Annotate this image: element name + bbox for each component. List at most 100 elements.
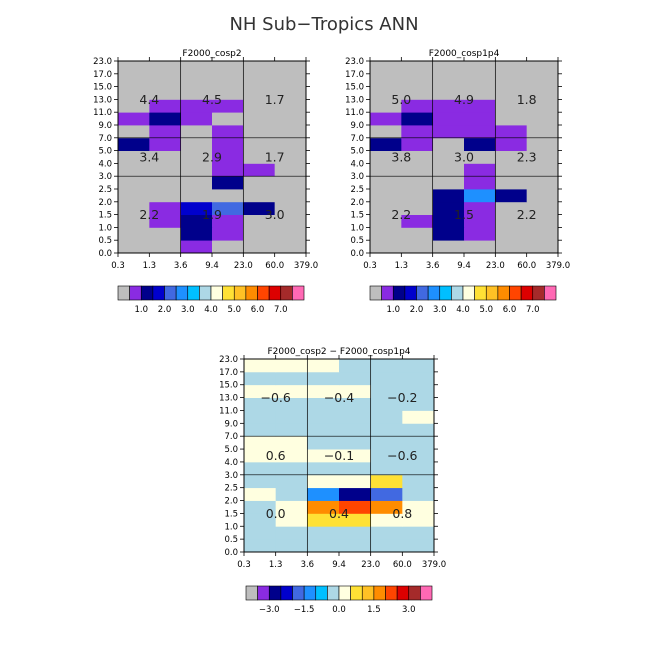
colorbar-swatch [117,285,130,301]
heatmap-cell [244,487,277,501]
heatmap-cell [212,189,244,203]
heatmap-cell [212,214,244,228]
y-tick-label: 11.0 [345,108,364,118]
heatmap-cell [370,137,402,151]
heatmap-cell [401,227,434,241]
y-tick-label: 1.0 [224,522,238,532]
x-tick-label: 1.3 [269,560,283,570]
heatmap-cell [212,86,244,100]
heatmap-cell [274,61,307,75]
x-tick-label: 0.3 [363,261,377,271]
heatmap-cell [118,240,150,254]
group-value-label: −0.2 [387,390,417,405]
heatmap-cell [339,359,372,373]
heatmap-cell [526,227,559,241]
heatmap-cell [244,461,277,476]
y-tick-label: 7.0 [350,134,364,144]
colorbar-swatch [338,585,351,601]
colorbar-label: 5.0 [479,305,493,315]
group-value-label: −0.1 [324,448,354,463]
heatmap-cell [274,227,307,241]
heatmap-cell [149,150,182,164]
heatmap-cell [275,410,308,424]
group-value-label: 0.8 [392,506,412,521]
heatmap-cell [432,201,465,215]
heatmap-cell [339,539,372,553]
heatmap-cell [180,112,213,126]
x-tick-label: 379.0 [422,560,446,570]
heatmap-cell [370,539,403,553]
group-value-label: 1.7 [265,150,285,165]
heatmap-cell [243,189,276,203]
heatmap-cell [495,112,528,126]
heatmap-cell [526,201,559,215]
x-tick-label: 1.3 [395,261,409,271]
x-tick-label: 60.0 [393,560,412,570]
colorbar-swatch [497,285,510,301]
y-tick-label: 0.5 [350,236,364,246]
y-tick-label: 2.5 [98,185,112,195]
heatmap-cell [275,449,308,463]
heatmap-cell [432,240,465,254]
heatmap-cell [432,137,465,151]
y-tick-label: 17.0 [345,70,364,80]
colorbar-swatch [396,585,410,601]
heatmap-cell [339,410,372,424]
group-value-label: 0.4 [329,506,349,521]
heatmap-cell [432,61,465,75]
heatmap-cell [212,240,244,254]
group-value-label: 1.8 [517,92,537,107]
heatmap-cell [244,526,277,540]
heatmap-cell [180,163,213,177]
y-tick-label: 0.5 [224,535,238,545]
heatmap-cell [274,214,307,228]
heatmap-cell [275,487,308,501]
heatmap-cell [402,397,435,411]
heatmap-cell [149,189,182,203]
heatmap-cell [495,227,528,241]
heatmap-cell [432,176,465,190]
y-tick-label: 15.0 [93,83,112,93]
heatmap-cell [370,423,403,437]
heatmap-cell [180,137,213,151]
heatmap-cell [464,163,496,177]
x-tick-label: 3.6 [426,261,440,271]
heatmap-cell [149,176,182,190]
colorbar-label: 4.0 [456,305,470,315]
colorbar-label: 3.0 [181,305,195,315]
heatmap-cell [401,201,434,215]
heatmap-cell [432,227,465,241]
heatmap-cell [212,163,244,177]
group-value-label: 3.4 [139,150,159,165]
heatmap-cell [212,99,244,113]
colorbar-label: 7.0 [526,305,540,315]
heatmap-cell [432,150,465,164]
y-tick-label: 17.0 [93,70,112,80]
heatmap-cell [526,61,559,75]
heatmap-cell [401,99,434,113]
heatmap-cell [212,112,244,126]
heatmap-cell [495,125,528,139]
x-tick-label: 3.6 [301,560,315,570]
heatmap-cell [401,150,434,164]
colorbar-swatch [257,585,270,601]
y-tick-label: 4.0 [350,159,364,169]
colorbar-swatch [245,285,258,301]
heatmap-cell [307,526,340,540]
group-value-label: −0.6 [387,448,417,463]
heatmap-cell [180,73,213,87]
heatmap-cell [402,423,435,437]
heatmap-cell [370,112,402,126]
group-value-label: 4.5 [202,92,222,107]
heatmap-cell [180,150,213,164]
y-tick-label: 5.0 [350,147,364,157]
x-tick-label: 3.6 [174,261,188,271]
x-tick-label: 9.4 [457,261,471,271]
heatmap-cell [370,500,403,514]
heatmap-cell [402,384,435,398]
colorbar-cosp2: 1.0 2.0 3.0 4.0 5.0 6.0 7.0 [117,285,305,315]
y-tick-label: 0.5 [98,236,112,246]
heatmap-cell [495,189,528,203]
heatmap-panel-difference: F2000_cosp2 − F2000_cosp1p4 0.3 1.3 3.6 9.4 2… [219,347,446,570]
heatmap-cell [118,112,150,126]
